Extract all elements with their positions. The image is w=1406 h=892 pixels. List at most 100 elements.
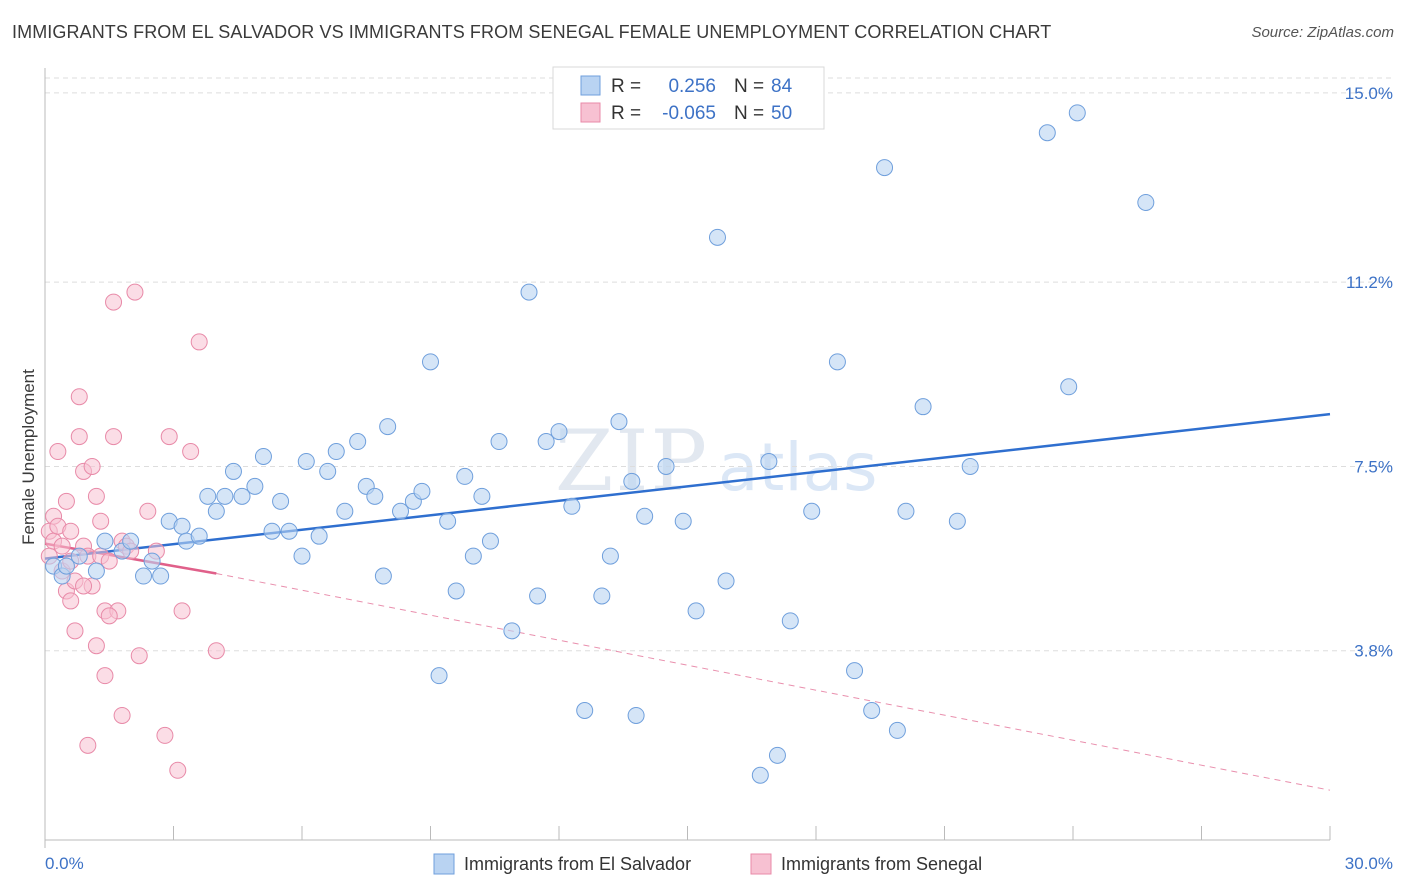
legend-n-label-1: N =	[734, 76, 764, 97]
el-salvador-point	[413, 482, 431, 500]
watermark-zip: ZIP	[555, 412, 709, 510]
senegal-point	[156, 726, 174, 744]
el-salvador-point	[263, 522, 281, 540]
el-salvador-point	[687, 602, 705, 620]
senegal-point	[87, 487, 105, 505]
el-salvador-point	[490, 433, 508, 451]
el-salvador-point	[190, 527, 208, 545]
el-salvador-point	[751, 766, 769, 784]
el-salvador-point	[529, 587, 547, 605]
el-salvador-point	[280, 522, 298, 540]
el-salvador-point	[803, 502, 821, 520]
el-salvador-point	[520, 283, 538, 301]
senegal-point	[169, 761, 187, 779]
el-salvador-point	[447, 582, 465, 600]
el-salvador-point	[143, 552, 161, 570]
el-salvador-point	[173, 517, 191, 535]
el-salvador-point	[224, 462, 242, 480]
el-salvador-point	[708, 228, 726, 246]
el-salvador-point	[456, 467, 474, 485]
senegal-point	[87, 637, 105, 655]
senegal-trend-line	[44, 542, 1331, 791]
senegal-point	[105, 293, 123, 311]
el-salvador-point	[135, 567, 153, 585]
bottom-legend: Immigrants from El Salvador Immigrants f…	[433, 853, 982, 875]
el-salvador-point	[717, 572, 735, 590]
y-axis-label: Female Unemployment	[19, 369, 38, 545]
el-salvador-point	[914, 398, 932, 416]
legend-swatch-blue	[580, 75, 601, 96]
el-salvador-point	[207, 502, 225, 520]
senegal-point	[113, 706, 131, 724]
senegal-point	[130, 647, 148, 665]
chart-source: Source: ZipAtlas.com	[1251, 24, 1394, 41]
el-salvador-point	[379, 418, 397, 436]
legend: R = 0.256 N = 84 R = -0.065 N = 50	[552, 66, 825, 130]
y-tick-label: 7.5%	[1354, 457, 1393, 476]
el-salvador-point	[246, 477, 264, 495]
el-salvador-point	[96, 532, 114, 550]
el-salvador-point	[503, 622, 521, 640]
senegal-point	[79, 736, 97, 754]
el-salvador-point	[537, 433, 555, 451]
senegal-point	[62, 592, 80, 610]
el-salvador-point	[550, 423, 568, 441]
senegal-point	[92, 512, 110, 530]
y-tick-label: 3.8%	[1354, 642, 1393, 661]
el-salvador-point	[336, 502, 354, 520]
legend-r-label-1: R =	[611, 76, 641, 97]
el-salvador-point	[70, 547, 88, 565]
y-tick-label: 15.0%	[1345, 84, 1393, 103]
el-salvador-point	[392, 502, 410, 520]
senegal-point	[83, 457, 101, 475]
el-salvador-point	[366, 487, 384, 505]
el-salvador-point	[430, 667, 448, 685]
el-salvador-point	[87, 562, 105, 580]
el-salvador-point	[233, 487, 251, 505]
legend-n-value-1: 84	[771, 76, 793, 97]
el-salvador-point	[863, 702, 881, 720]
legend-r-value-2: -0.065	[662, 103, 716, 124]
senegal-trend-extension	[216, 573, 1331, 791]
senegal-point	[49, 443, 67, 461]
el-salvador-point	[122, 532, 140, 550]
bottom-legend-swatch-pink	[750, 853, 772, 875]
el-salvador-point	[768, 746, 786, 764]
el-salvador-point	[623, 472, 641, 490]
el-salvador-point	[310, 527, 328, 545]
el-salvador-point	[272, 492, 290, 510]
el-salvador-trend-solid	[44, 412, 1331, 560]
y-tick-label: 11.2%	[1346, 273, 1393, 292]
senegal-point	[53, 537, 71, 555]
bottom-legend-label-pink: Immigrants from Senegal	[781, 854, 982, 874]
el-salvador-point	[349, 433, 367, 451]
el-salvador-points	[45, 104, 1155, 784]
el-salvador-point	[464, 547, 482, 565]
senegal-point	[160, 428, 178, 446]
el-salvador-point	[563, 497, 581, 515]
senegal-point	[75, 577, 93, 595]
el-salvador-point	[657, 457, 675, 475]
senegal-point	[57, 492, 75, 510]
el-salvador-point	[216, 487, 234, 505]
axes	[44, 68, 1331, 848]
el-salvador-point	[254, 447, 272, 465]
senegal-point	[66, 622, 84, 640]
el-salvador-point	[57, 557, 75, 575]
senegal-point	[70, 388, 88, 406]
x-tick-labels: 0.0% 30.0%	[45, 854, 1393, 873]
el-salvador-point	[481, 532, 499, 550]
el-salvador-point	[781, 612, 799, 630]
el-salvador-point	[636, 507, 654, 525]
senegal-point	[70, 428, 88, 446]
el-salvador-point	[876, 159, 894, 177]
el-salvador-point	[897, 502, 915, 520]
el-salvador-point	[627, 706, 645, 724]
senegal-point	[173, 602, 191, 620]
el-salvador-point	[601, 547, 619, 565]
el-salvador-point	[1060, 378, 1078, 396]
el-salvador-point	[1038, 124, 1056, 142]
senegal-point	[105, 428, 123, 446]
senegal-point	[207, 642, 225, 660]
